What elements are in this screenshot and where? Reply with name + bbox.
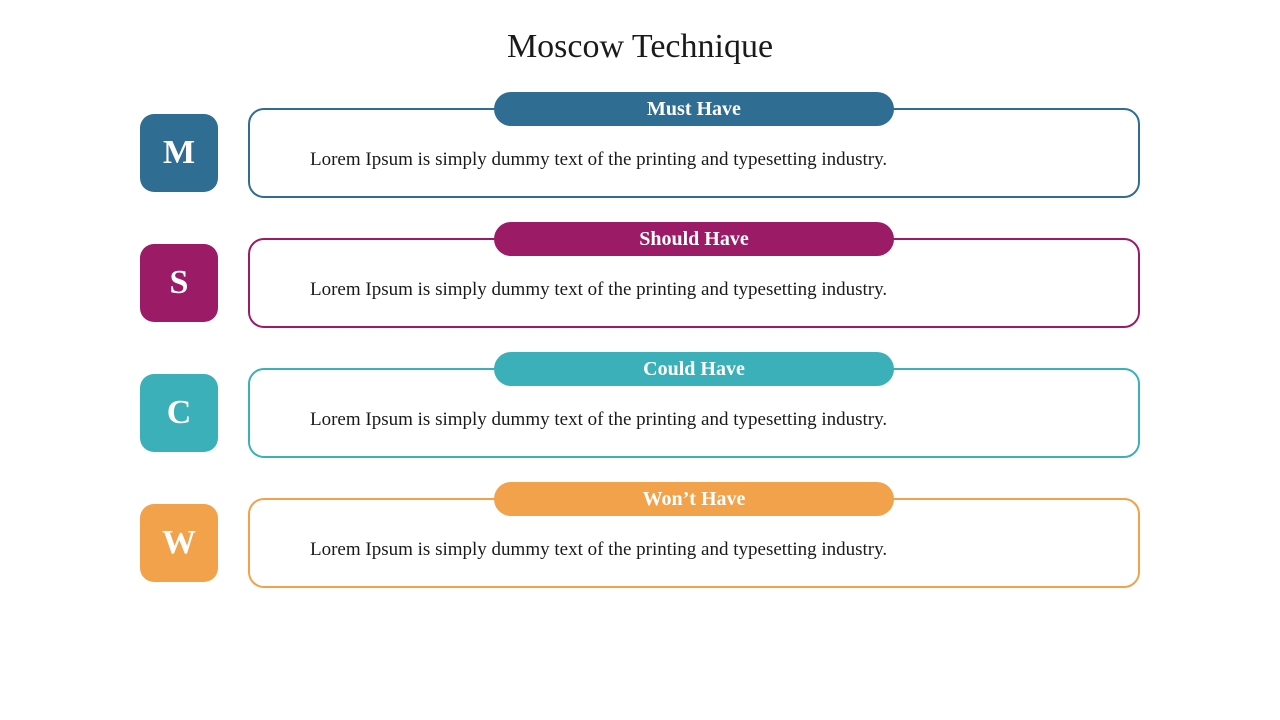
badge-should: S	[140, 244, 218, 322]
body-must: Lorem Ipsum is simply dummy text of the …	[280, 149, 1108, 171]
page-title: Moscow Technique	[60, 28, 1220, 66]
card-should: Should Have Lorem Ipsum is simply dummy …	[248, 238, 1140, 328]
row-should: S Should Have Lorem Ipsum is simply dumm…	[140, 238, 1140, 328]
row-must: M Must Have Lorem Ipsum is simply dummy …	[140, 108, 1140, 198]
card-must: Must Have Lorem Ipsum is simply dummy te…	[248, 108, 1140, 198]
card-could: Could Have Lorem Ipsum is simply dummy t…	[248, 368, 1140, 458]
body-wont: Lorem Ipsum is simply dummy text of the …	[280, 539, 1108, 561]
badge-must: M	[140, 114, 218, 192]
pill-wont: Won’t Have	[494, 482, 894, 516]
slide: Moscow Technique M Must Have Lorem Ipsum…	[0, 0, 1280, 720]
pill-could: Could Have	[494, 352, 894, 386]
moscow-rows: M Must Have Lorem Ipsum is simply dummy …	[60, 108, 1220, 588]
row-could: C Could Have Lorem Ipsum is simply dummy…	[140, 368, 1140, 458]
card-wont: Won’t Have Lorem Ipsum is simply dummy t…	[248, 498, 1140, 588]
pill-should: Should Have	[494, 222, 894, 256]
badge-could: C	[140, 374, 218, 452]
row-wont: W Won’t Have Lorem Ipsum is simply dummy…	[140, 498, 1140, 588]
body-could: Lorem Ipsum is simply dummy text of the …	[280, 409, 1108, 431]
badge-wont: W	[140, 504, 218, 582]
pill-must: Must Have	[494, 92, 894, 126]
body-should: Lorem Ipsum is simply dummy text of the …	[280, 279, 1108, 301]
